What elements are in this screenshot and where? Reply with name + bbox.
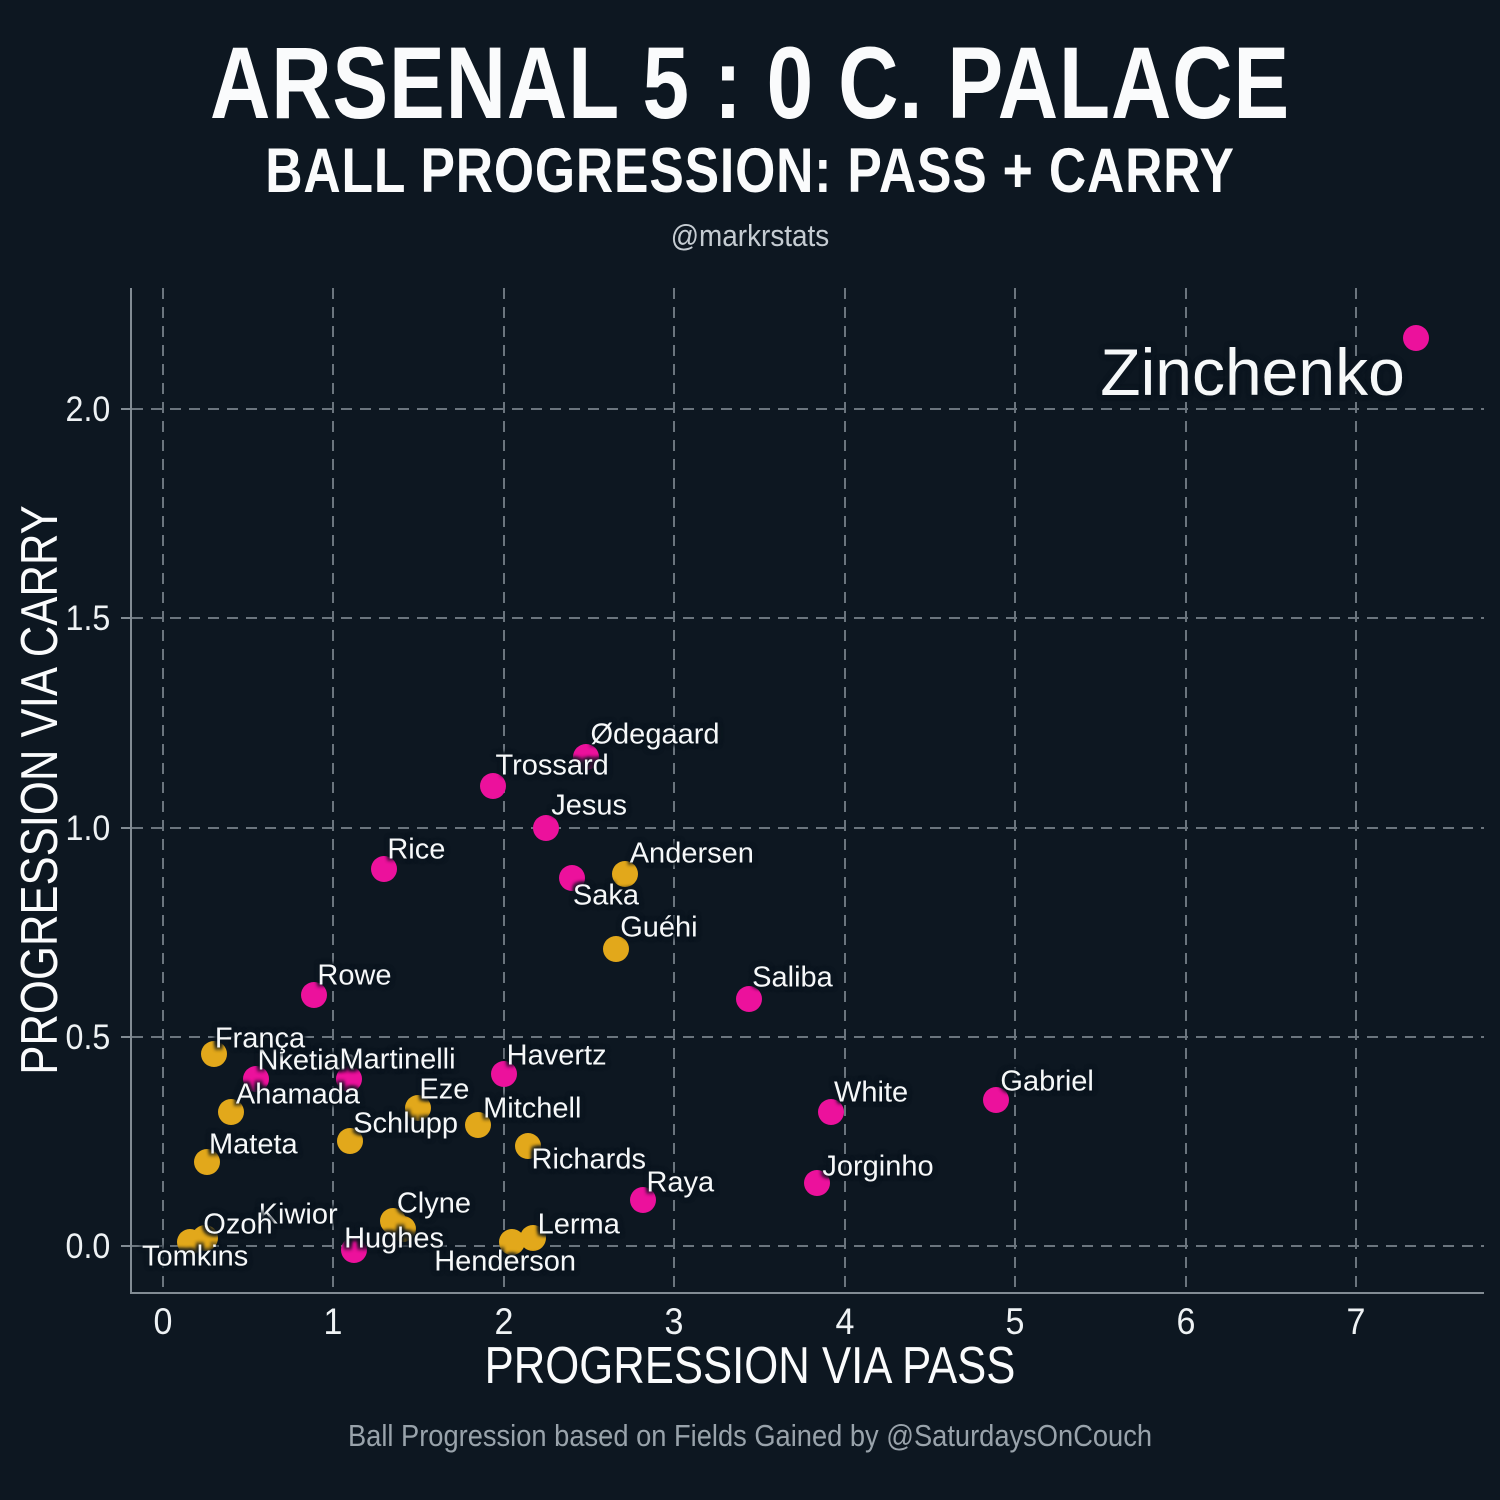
point-label-schlupp: Schlupp bbox=[353, 1107, 459, 1140]
point-label-martinelli: Martinelli bbox=[339, 1043, 456, 1076]
point-label-fran-a: França bbox=[214, 1022, 306, 1055]
y-tick-mark bbox=[121, 408, 130, 411]
data-point-kiwior bbox=[340, 1237, 367, 1264]
page-subtitle: BALL PROGRESSION: PASS + CARRY bbox=[265, 136, 1235, 206]
point-label-nketiah: Nketiah bbox=[257, 1044, 356, 1077]
data-point-eze bbox=[405, 1094, 432, 1121]
y-tick-label: 1.5 bbox=[65, 599, 111, 639]
gridline-vertical bbox=[1014, 288, 1017, 1292]
data-point-schlupp bbox=[337, 1128, 364, 1155]
data-point-degaard bbox=[572, 743, 599, 770]
point-label-havertz: Havertz bbox=[506, 1039, 607, 1072]
data-point-rowe bbox=[301, 981, 328, 1008]
data-point-saliba bbox=[736, 986, 763, 1013]
x-tick-label: 2 bbox=[494, 1301, 514, 1342]
data-point-nketiah bbox=[243, 1065, 270, 1092]
data-point-havertz bbox=[490, 1061, 517, 1088]
gridline-horizontal bbox=[132, 408, 1484, 411]
gridline-horizontal bbox=[132, 617, 1484, 620]
point-label-gabriel: Gabriel bbox=[1000, 1065, 1094, 1098]
gridline-vertical bbox=[332, 288, 335, 1292]
data-point-saka bbox=[558, 864, 585, 891]
data-point-martinelli bbox=[335, 1065, 362, 1092]
gridline-horizontal bbox=[132, 1244, 1484, 1247]
point-label-degaard: Ødegaard bbox=[590, 718, 720, 751]
data-point-richards bbox=[514, 1132, 541, 1159]
point-label-andersen: Andersen bbox=[629, 837, 754, 870]
point-label-rowe: Rowe bbox=[317, 959, 392, 992]
point-label-trossard: Trossard bbox=[495, 749, 609, 782]
point-label-rice: Rice bbox=[387, 833, 446, 866]
data-point-mateta bbox=[194, 1149, 221, 1176]
point-label-saliba: Saliba bbox=[752, 961, 833, 994]
credit-handle: @markrstats bbox=[670, 218, 830, 253]
point-label-zinchenko: Zinchenko bbox=[1100, 335, 1405, 410]
x-tick-label: 5 bbox=[1005, 1301, 1025, 1342]
x-tick-label: 6 bbox=[1176, 1301, 1196, 1342]
data-point-fran-a bbox=[200, 1040, 227, 1067]
y-tick-mark bbox=[121, 826, 130, 829]
x-tick-label: 1 bbox=[323, 1301, 343, 1342]
data-point-gabriel bbox=[983, 1086, 1010, 1113]
data-point-gu-hi bbox=[603, 935, 630, 962]
y-axis-title-text: PROGRESSION VIA CARRY bbox=[11, 505, 69, 1075]
y-tick-mark bbox=[121, 1244, 130, 1247]
gridline-horizontal bbox=[132, 1035, 1484, 1038]
data-point-raya bbox=[630, 1186, 657, 1213]
point-label-jorginho: Jorginho bbox=[822, 1150, 934, 1183]
data-point-ahamada bbox=[217, 1099, 244, 1126]
data-point-henderson bbox=[499, 1228, 526, 1255]
footer-caption: Ball Progression based on Fields Gained … bbox=[347, 1418, 1153, 1453]
data-point-rice bbox=[371, 856, 398, 883]
point-label-mateta: Mateta bbox=[209, 1128, 298, 1161]
gridline-horizontal bbox=[132, 826, 1484, 829]
data-point-mitchell bbox=[465, 1111, 492, 1138]
point-label-tomkins: Tomkins bbox=[141, 1240, 249, 1273]
point-label-jesus: Jesus bbox=[551, 789, 628, 822]
point-label-clyne: Clyne bbox=[396, 1187, 471, 1220]
data-point-trossard bbox=[480, 772, 507, 799]
data-point-andersen bbox=[611, 860, 638, 887]
x-axis-title: PROGRESSION VIA PASS bbox=[484, 1337, 1016, 1395]
x-tick-label: 7 bbox=[1346, 1301, 1366, 1342]
x-axis-line bbox=[130, 1292, 1484, 1294]
point-label-ahamada: Ahamada bbox=[235, 1078, 361, 1111]
point-label-mitchell: Mitchell bbox=[483, 1092, 582, 1125]
point-label-lerma: Lerma bbox=[537, 1208, 620, 1241]
point-label-saka: Saka bbox=[572, 879, 639, 912]
data-point-hughes bbox=[390, 1216, 417, 1243]
y-tick-mark bbox=[121, 617, 130, 620]
y-axis-line bbox=[130, 288, 132, 1294]
gridline-vertical bbox=[161, 288, 164, 1292]
y-tick-label: 2.0 bbox=[65, 390, 111, 430]
data-point-tomkins bbox=[176, 1228, 203, 1255]
point-label-hughes: Hughes bbox=[344, 1222, 445, 1255]
point-label-kiwior: Kiwior bbox=[258, 1198, 338, 1231]
gridline-vertical bbox=[843, 288, 846, 1292]
x-tick-label: 3 bbox=[664, 1301, 684, 1342]
gridline-vertical bbox=[1184, 288, 1187, 1292]
data-point-jesus bbox=[533, 814, 560, 841]
x-tick-label: 0 bbox=[153, 1301, 173, 1342]
y-tick-label: 0.0 bbox=[65, 1226, 111, 1266]
x-tick-label: 4 bbox=[835, 1301, 855, 1342]
y-tick-mark bbox=[121, 1035, 130, 1038]
point-label-richards: Richards bbox=[531, 1143, 646, 1176]
gridline-vertical bbox=[1355, 288, 1358, 1292]
data-point-jorginho bbox=[804, 1170, 831, 1197]
data-point-white bbox=[818, 1099, 845, 1126]
y-tick-label: 0.5 bbox=[65, 1017, 111, 1057]
point-label-white: White bbox=[834, 1076, 909, 1109]
point-label-gu-hi: Guéhi bbox=[620, 911, 698, 944]
y-tick-label: 1.0 bbox=[65, 808, 111, 848]
gridline-vertical bbox=[673, 288, 676, 1292]
point-label-raya: Raya bbox=[646, 1166, 715, 1199]
point-label-henderson: Henderson bbox=[434, 1245, 577, 1278]
page-title: ARSENAL 5 : 0 C. PALACE bbox=[209, 26, 1290, 140]
data-point-zinchenko bbox=[1402, 325, 1429, 352]
point-label-ozoh: Ozoh bbox=[203, 1208, 273, 1241]
point-label-eze: Eze bbox=[419, 1073, 470, 1106]
